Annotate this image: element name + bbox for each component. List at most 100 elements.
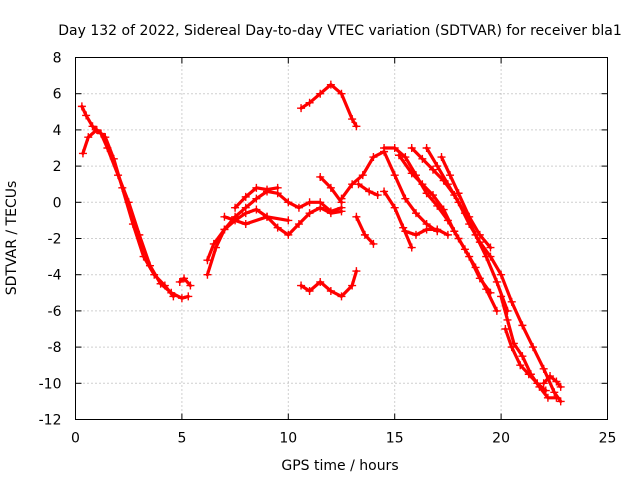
data-point-marker [380,144,389,152]
data-point-marker [539,364,548,373]
series-layer [77,80,565,406]
data-point-marker [175,277,184,286]
x-tick-label: 10 [279,431,297,447]
data-point-marker [516,361,525,370]
data-point-marker [422,144,431,152]
series-line [222,215,290,226]
data-point-marker [78,149,87,158]
data-point-marker [203,256,212,265]
data-point-marker [497,292,506,301]
y-tick-label: -6 [48,304,62,320]
data-point-marker [443,230,452,239]
data-point-marker [433,225,442,234]
data-point-marker [518,352,527,361]
data-point-marker [88,122,97,131]
data-point-marker [294,203,303,212]
series-track-13 [352,212,378,248]
data-point-marker [492,306,501,315]
data-point-marker [539,379,548,388]
data-point-marker [497,270,506,279]
series-track-10 [316,172,346,207]
data-point-marker [273,223,282,232]
data-point-marker [177,294,186,303]
series-track-15 [401,225,452,239]
data-point-marker [252,194,261,203]
data-point-marker [180,274,189,283]
data-point-marker [369,153,378,162]
data-point-marker [186,281,195,290]
data-point-marker [401,153,410,162]
data-point-marker [390,171,399,180]
data-point-marker [316,277,325,286]
data-point-marker [252,205,261,214]
data-point-marker [326,286,335,295]
data-point-marker [109,154,118,163]
data-point-marker [305,98,314,107]
y-tick-label: -4 [48,268,62,284]
data-point-marker [118,183,127,192]
series-track-12 [354,180,382,200]
data-point-marker [365,187,374,196]
y-tick-labels: -12 -10 -8 -6 -4 -2 0 2 4 6 8 [39,51,62,429]
data-point-marker [543,393,552,402]
x-tick-label: 0 [71,431,80,447]
data-point-marker [337,292,346,301]
data-point-marker [169,292,178,301]
data-point-marker [518,321,527,330]
x-tick-labels: 0 5 10 15 20 25 [71,431,616,447]
data-point-marker [437,153,446,162]
data-point-marker [429,191,438,200]
series-line [439,155,493,250]
x-axis-label: GPS time / hours [281,458,398,474]
data-point-marker [439,205,448,214]
x-tick-label: 15 [386,431,404,447]
series-track-17 [394,151,501,315]
series-track-8 [297,80,361,131]
series-track-22 [501,325,550,395]
series-line [542,374,563,389]
data-point-marker [454,189,463,198]
series-track-19 [422,144,565,406]
data-point-marker [241,220,250,229]
data-point-marker [373,191,382,200]
data-point-marker [352,267,361,276]
data-point-marker [486,243,495,252]
series-line [499,294,558,400]
y-tick-label: -10 [39,376,62,392]
series-line [339,150,439,233]
data-point-marker [492,277,501,286]
data-point-marker [92,125,101,134]
data-point-marker [429,165,438,174]
data-point-marker [150,270,159,279]
y-tick-label: -8 [48,340,62,356]
series-track-3 [175,274,195,290]
data-point-marker [316,172,325,181]
data-point-marker [316,89,325,98]
chart-title: Day 132 of 2022, Sidereal Day-to-day VTE… [58,23,621,39]
data-point-marker [401,194,410,203]
data-point-marker [348,281,357,290]
data-point-marker [139,252,148,261]
x-tick-label: 25 [599,431,617,447]
data-point-marker [241,209,250,218]
data-point-marker [460,245,469,254]
series-track-2 [78,125,178,301]
data-point-marker [273,183,282,192]
data-point-marker [263,212,272,221]
x-tick-label: 20 [492,431,510,447]
data-point-marker [418,154,427,163]
series-line [397,153,499,313]
data-point-marker [390,203,399,212]
y-tick-label: 2 [53,159,62,175]
data-point-marker [541,386,550,395]
series-track-9 [297,267,361,301]
series-track-23 [539,372,565,391]
y-tick-label: -12 [39,413,62,429]
axis-ticks [75,57,608,420]
series-track-14 [380,187,416,252]
data-point-marker [352,212,361,221]
data-point-marker [284,216,293,225]
data-point-marker [446,171,455,180]
data-point-marker [101,133,110,142]
